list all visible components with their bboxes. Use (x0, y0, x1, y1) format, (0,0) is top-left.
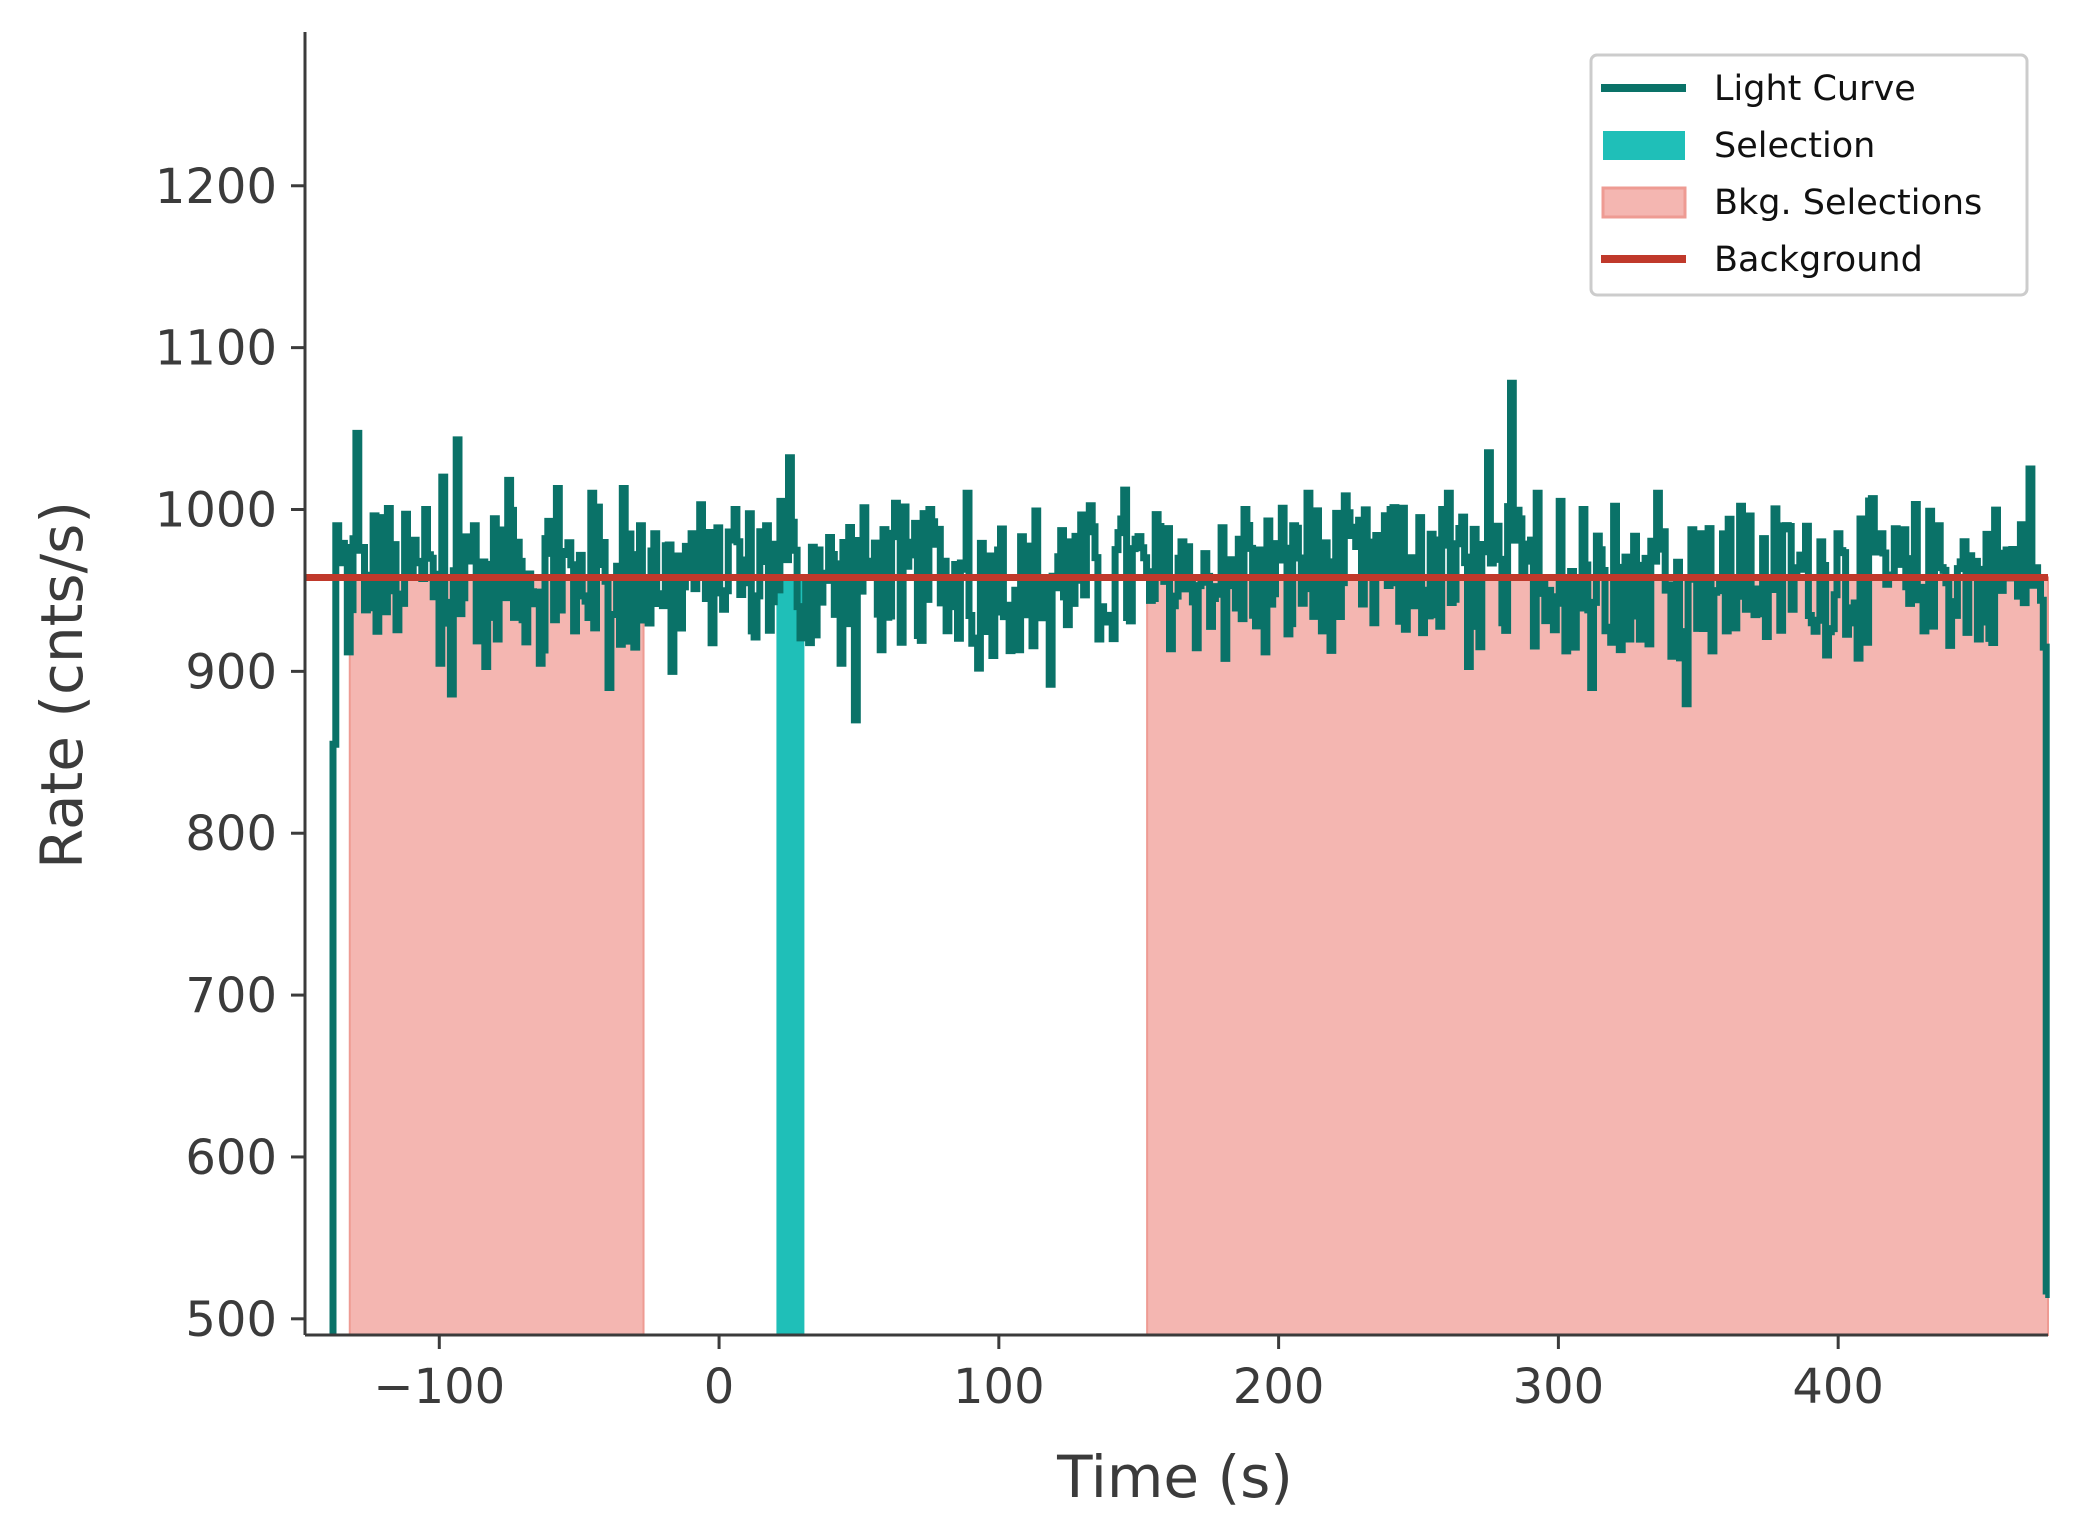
legend-box (1589, 53, 2029, 297)
bkg-selection-layer (348, 576, 2049, 1336)
y-axis-label: Rate (cnts/s) (28, 501, 96, 869)
legend: Light Curve Selection Bkg. Selections Ba… (1589, 53, 2029, 297)
bkg-selection-region-0 (348, 576, 645, 1336)
x-tick-label: −100 (373, 1359, 505, 1415)
x-tick-label: 200 (1233, 1359, 1325, 1415)
axes (291, 32, 2048, 1349)
legend-label-selection: Selection (1714, 126, 1875, 166)
tick-labels: −100 0 100 200 300 400 500 600 700 800 900 1000 1100… (155, 159, 1884, 1415)
y-tick-label: 500 (185, 1292, 277, 1348)
legend-label-background: Background (1714, 240, 1923, 280)
x-tick-label: 0 (704, 1359, 735, 1415)
legend-bkg-selections-swatch (1601, 186, 1687, 219)
selection-region (776, 577, 805, 1335)
x-tick-label: 300 (1513, 1359, 1605, 1415)
x-tick-label: 100 (953, 1359, 1045, 1415)
y-tick-label: 900 (185, 644, 277, 700)
selection-layer (776, 577, 805, 1335)
x-tick-label: 400 (1792, 1359, 1884, 1415)
y-tick-label: 1200 (155, 159, 277, 215)
legend-label-light-curve: Light Curve (1714, 69, 1916, 109)
y-tick-label: 700 (185, 968, 277, 1024)
bkg-selection-region-1 (1146, 576, 2049, 1336)
y-tick-label: 1100 (155, 321, 277, 377)
y-tick-label: 1000 (155, 482, 277, 538)
legend-label-bkg-selections: Bkg. Selections (1714, 183, 1982, 223)
legend-selection-swatch (1603, 131, 1685, 160)
y-tick-label: 800 (185, 806, 277, 862)
x-axis-label: Time (s) (1056, 1443, 1293, 1511)
y-tick-label: 600 (185, 1130, 277, 1186)
